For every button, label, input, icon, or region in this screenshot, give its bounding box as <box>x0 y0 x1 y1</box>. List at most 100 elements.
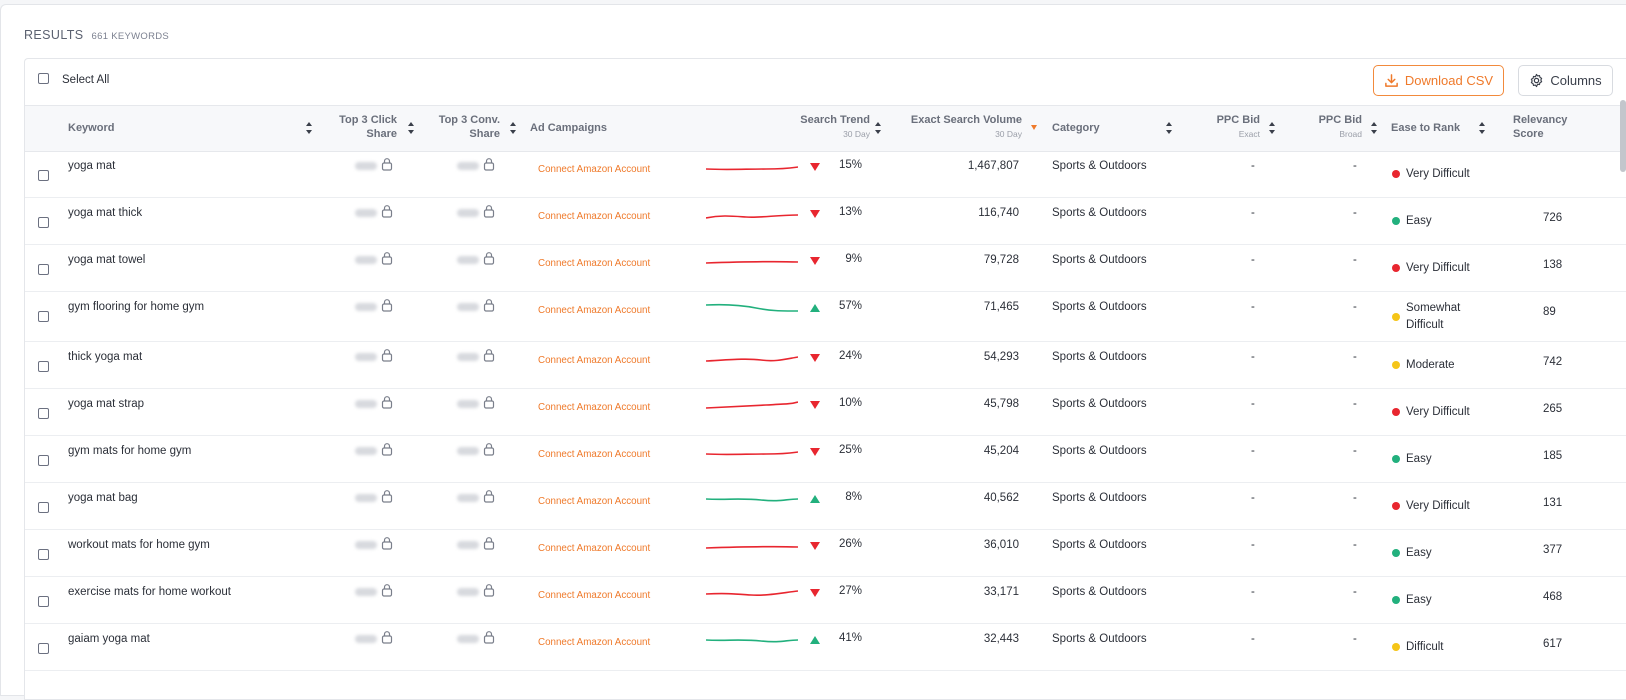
columns-button[interactable]: Columns <box>1518 65 1613 96</box>
keyword-cell[interactable]: yoga mat towel <box>68 254 146 266</box>
select-all-checkbox[interactable] <box>38 73 49 84</box>
lock-icon <box>483 252 495 265</box>
search-trend-sparkline <box>706 166 798 171</box>
vertical-scrollbar[interactable] <box>1620 100 1626 172</box>
lock-icon <box>483 631 495 644</box>
row-checkbox[interactable] <box>38 408 49 419</box>
search-trend-sparkline <box>706 590 798 596</box>
trend-down-icon <box>810 589 820 597</box>
top3-conv-blurred <box>457 162 479 170</box>
row-checkbox[interactable] <box>38 455 49 466</box>
category-cell: Sports & Outdoors <box>1052 539 1147 551</box>
ease-status-dot <box>1392 313 1400 321</box>
exact-search-volume: 36,010 <box>983 539 1019 551</box>
connect-amazon-link[interactable]: Connect Amazon Account <box>538 258 651 269</box>
sort-category-icon[interactable] <box>1166 122 1173 134</box>
row-checkbox[interactable] <box>38 170 49 181</box>
top3-click-blurred <box>355 541 377 549</box>
row-checkbox[interactable] <box>38 217 49 228</box>
category-cell: Sports & Outdoors <box>1052 445 1147 457</box>
ease-status-dot <box>1392 596 1400 604</box>
ppc-bid-exact: - <box>1251 351 1255 363</box>
col-keyword: Keyword <box>68 122 115 134</box>
connect-amazon-link[interactable]: Connect Amazon Account <box>538 590 651 601</box>
top3-click-blurred <box>355 209 377 217</box>
table-row[interactable]: yoga mat Connect Amazon Account 15% 1,467,8… <box>25 151 1626 198</box>
table-row[interactable]: yoga mat bag Connect Amazon Account 8% 40,5… <box>25 483 1626 530</box>
lock-icon <box>381 490 393 503</box>
keyword-cell[interactable]: gym mats for home gym <box>68 445 192 457</box>
connect-amazon-link[interactable]: Connect Amazon Account <box>538 355 651 366</box>
sort-ppc-exact-icon[interactable] <box>1269 122 1276 134</box>
col-relevancy: Relevancy Score <box>1513 114 1568 140</box>
exact-search-volume: 116,740 <box>978 207 1019 219</box>
ease-to-rank: Very Difficult <box>1406 500 1470 512</box>
row-checkbox[interactable] <box>38 264 49 275</box>
row-checkbox[interactable] <box>38 361 49 372</box>
exact-search-volume: 1,467,807 <box>967 160 1019 172</box>
table-row[interactable]: thick yoga mat Connect Amazon Account 24% 5… <box>25 342 1626 389</box>
sort-top3-conv-icon[interactable] <box>510 122 517 134</box>
connect-amazon-link[interactable]: Connect Amazon Account <box>538 211 651 222</box>
download-csv-button[interactable]: Download CSV <box>1373 65 1504 96</box>
sort-top3-click-icon[interactable] <box>408 122 415 134</box>
exact-search-volume: 40,562 <box>983 492 1019 504</box>
connect-amazon-link[interactable]: Connect Amazon Account <box>538 637 651 648</box>
table-row[interactable]: exercise mats for home workout Connect Am… <box>25 577 1626 624</box>
keyword-cell[interactable]: yoga mat <box>68 160 116 172</box>
connect-amazon-link[interactable]: Connect Amazon Account <box>538 449 651 460</box>
top3-conv-blurred <box>457 209 479 217</box>
sort-ppc-broad-icon[interactable] <box>1371 122 1378 134</box>
results-header: RESULTS 661 KEYWORDS <box>24 28 169 42</box>
ease-status-dot <box>1392 361 1400 369</box>
row-checkbox[interactable] <box>38 549 49 560</box>
row-checkbox[interactable] <box>38 311 49 322</box>
table-row[interactable]: yoga mat strap Connect Amazon Account 10% 4… <box>25 389 1626 436</box>
table-row[interactable]: gaiam yoga mat Connect Amazon Account 41% 3… <box>25 624 1626 671</box>
table-row[interactable]: gym mats for home gym Connect Amazon Acco… <box>25 436 1626 483</box>
table-row[interactable]: yoga mat towel Connect Amazon Account 9% 79… <box>25 245 1626 292</box>
sort-desc-icon[interactable] <box>1031 125 1037 130</box>
keyword-cell[interactable]: yoga mat strap <box>68 398 145 410</box>
ease-to-rank: Easy <box>1406 453 1432 465</box>
table-row[interactable]: gym flooring for home gym Connect Amazon … <box>25 292 1626 342</box>
keyword-cell[interactable]: yoga mat bag <box>68 492 138 504</box>
connect-amazon-link[interactable]: Connect Amazon Account <box>538 164 651 175</box>
keyword-cell[interactable]: gaiam yoga mat <box>68 633 150 645</box>
search-trend-sparkline <box>706 401 798 409</box>
row-checkbox[interactable] <box>38 596 49 607</box>
connect-amazon-link[interactable]: Connect Amazon Account <box>538 496 651 507</box>
connect-amazon-link[interactable]: Connect Amazon Account <box>538 402 651 413</box>
top3-conv-blurred <box>457 256 479 264</box>
ease-status-dot <box>1392 170 1400 178</box>
lock-icon <box>483 537 495 550</box>
category-cell: Sports & Outdoors <box>1052 633 1147 645</box>
trend-percent: 13% <box>838 206 862 218</box>
keyword-cell[interactable]: thick yoga mat <box>68 351 143 363</box>
table-row[interactable]: workout mats for home gym Connect Amazon … <box>25 530 1626 577</box>
sort-ease-icon[interactable] <box>1479 122 1486 134</box>
ease-to-rank: Somewhat Difficult <box>1406 302 1461 331</box>
lock-icon <box>483 584 495 597</box>
ppc-bid-exact: - <box>1251 207 1255 219</box>
row-checkbox[interactable] <box>38 643 49 654</box>
trend-percent: 57% <box>838 300 862 312</box>
sort-keyword-icon[interactable] <box>306 122 313 134</box>
ease-to-rank: Very Difficult <box>1406 262 1470 274</box>
ppc-bid-exact: - <box>1251 301 1255 313</box>
top3-conv-blurred <box>457 588 479 596</box>
sort-search-trend-icon[interactable] <box>875 122 882 134</box>
keyword-cell[interactable]: exercise mats for home workout <box>68 586 231 598</box>
keyword-cell[interactable]: workout mats for home gym <box>68 539 210 551</box>
ppc-bid-broad: - <box>1353 351 1357 363</box>
connect-amazon-link[interactable]: Connect Amazon Account <box>538 543 651 554</box>
ppc-bid-broad: - <box>1353 586 1357 598</box>
table-row[interactable]: yoga mat thick Connect Amazon Account 13% 1… <box>25 198 1626 245</box>
results-title: RESULTS <box>24 28 84 42</box>
keyword-cell[interactable]: gym flooring for home gym <box>68 301 205 313</box>
ppc-bid-broad: - <box>1353 539 1357 551</box>
keyword-cell[interactable]: yoga mat thick <box>68 207 143 219</box>
lock-icon <box>483 490 495 503</box>
row-checkbox[interactable] <box>38 502 49 513</box>
connect-amazon-link[interactable]: Connect Amazon Account <box>538 305 651 316</box>
